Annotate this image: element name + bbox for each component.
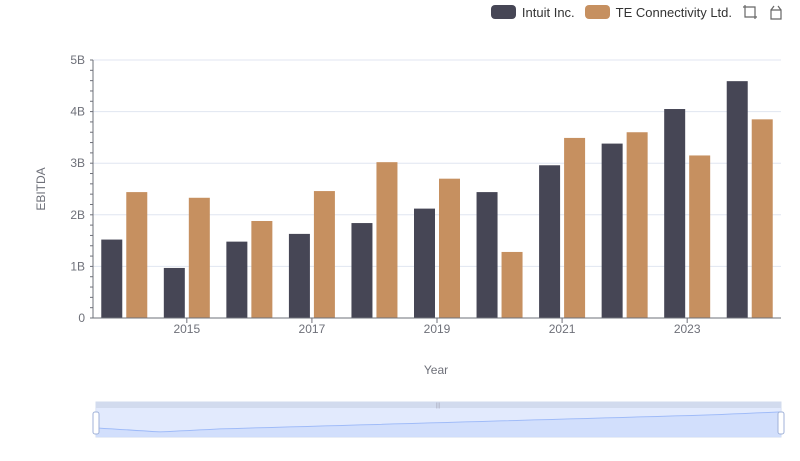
bar-te-2017[interactable] (313, 191, 335, 318)
legend-label-te: TE Connectivity Ltd. (615, 4, 732, 20)
x-tick-label: 2021 (549, 322, 576, 336)
restore-icon[interactable] (768, 4, 784, 20)
x-tick-label: 2019 (424, 322, 451, 336)
bar-te-2023[interactable] (689, 155, 711, 318)
legend-swatch-te (584, 5, 610, 19)
bar-te-2024[interactable] (751, 119, 773, 318)
y-axis: 0 1B 2B 3B 4B 5B (70, 53, 94, 325)
bar-te-2016[interactable] (251, 220, 273, 318)
data-zoom-slider[interactable]: ||| (92, 401, 785, 438)
x-tick-label: 2023 (674, 322, 701, 336)
zoom-preview-area (96, 412, 781, 437)
bars (101, 81, 773, 319)
zoom-icon[interactable] (742, 4, 758, 20)
y-tick-label: 3B (70, 156, 85, 170)
bar-te-2020[interactable] (501, 251, 523, 318)
bar-intuit-2020[interactable] (476, 192, 498, 318)
x-axis-label: Year (424, 363, 448, 377)
legend-item-te[interactable]: TE Connectivity Ltd. (584, 4, 732, 20)
x-axis: 2015 2017 2019 2021 2023 (93, 317, 781, 336)
bar-intuit-2022[interactable] (601, 143, 623, 318)
x-tick-label: 2017 (299, 322, 326, 336)
zoom-handle-right[interactable] (777, 411, 785, 435)
legend-label-intuit: Intuit Inc. (521, 4, 575, 20)
legend: Intuit Inc. TE Connectivity Ltd. (490, 4, 784, 20)
bar-intuit-2021[interactable] (539, 165, 561, 318)
zoom-grip[interactable]: ||| (436, 403, 441, 409)
bar-intuit-2016[interactable] (226, 241, 248, 318)
bar-te-2018[interactable] (376, 162, 398, 318)
bar-intuit-2023[interactable] (664, 109, 686, 319)
bar-te-2015[interactable] (188, 197, 210, 318)
y-tick-label: 4B (70, 105, 85, 119)
legend-item-intuit[interactable]: Intuit Inc. (490, 4, 575, 20)
bar-te-2014[interactable] (126, 192, 148, 318)
zoom-handle-left[interactable] (92, 411, 100, 435)
bar-intuit-2024[interactable] (726, 81, 748, 318)
bar-te-2019[interactable] (439, 178, 460, 318)
bar-intuit-2018[interactable] (351, 223, 373, 318)
y-tick-label: 0 (78, 311, 85, 325)
bar-intuit-2014[interactable] (101, 239, 123, 318)
y-tick-label: 1B (70, 259, 85, 273)
bar-intuit-2015[interactable] (163, 267, 185, 318)
y-tick-label: 2B (70, 208, 85, 222)
legend-swatch-intuit (490, 5, 516, 19)
bar-te-2021[interactable] (564, 137, 586, 318)
x-tick-label: 2015 (173, 322, 200, 336)
bar-te-2022[interactable] (626, 132, 648, 318)
bar-intuit-2017[interactable] (288, 233, 310, 318)
zoom-top-bar[interactable] (96, 402, 781, 408)
y-axis-label: EBITDA (34, 167, 48, 210)
y-tick-label: 5B (70, 53, 85, 67)
bar-intuit-2019[interactable] (414, 208, 435, 318)
